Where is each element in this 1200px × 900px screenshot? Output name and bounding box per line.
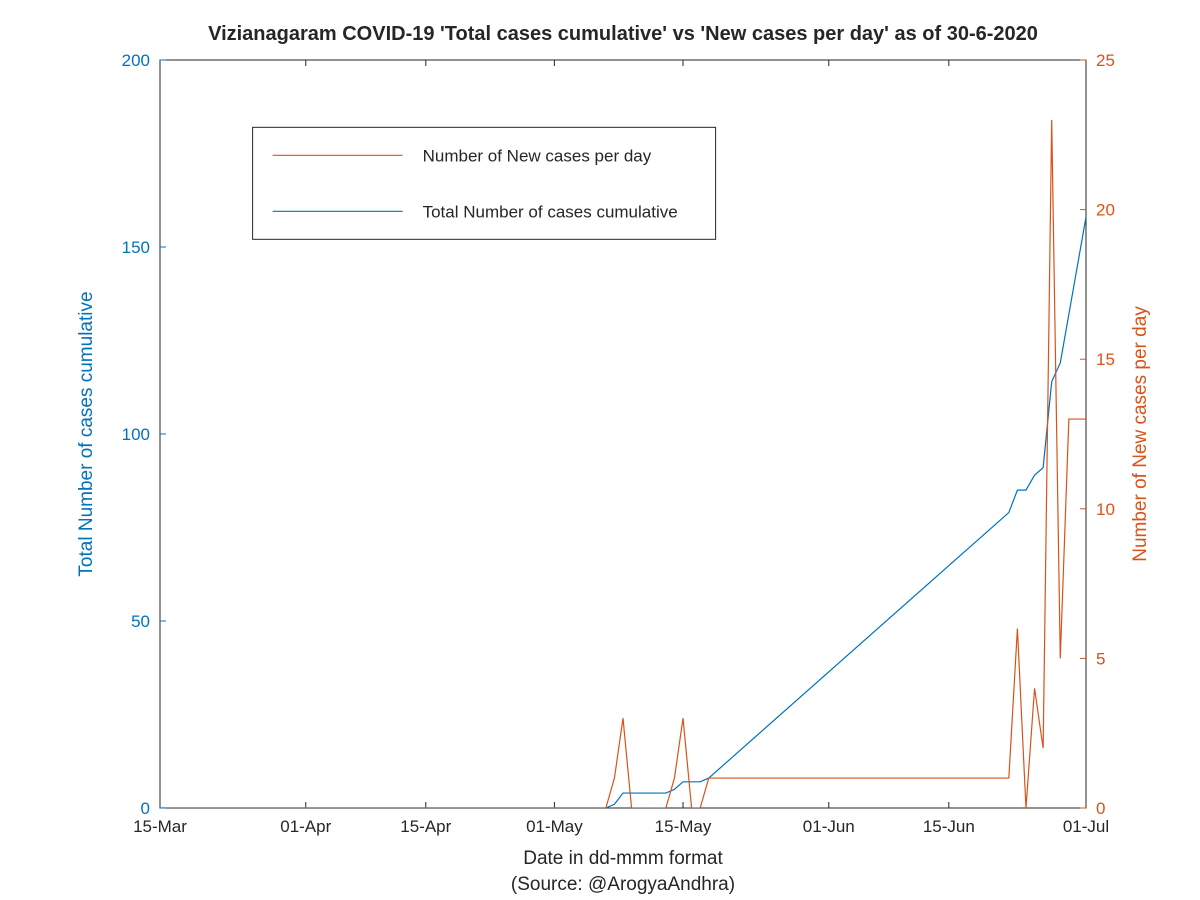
y-left-tick-label: 50	[131, 612, 150, 631]
chart-title: Vizianagaram COVID-19 'Total cases cumul…	[208, 23, 1038, 45]
y-left-tick-label: 200	[122, 51, 150, 70]
x-tick-label: 01-Apr	[280, 817, 331, 836]
legend-item-label: Total Number of cases cumulative	[423, 202, 678, 221]
y-left-tick-label: 150	[122, 238, 150, 257]
x-axis-sublabel: (Source: @ArogyaAndhra)	[511, 874, 735, 895]
y-right-tick-label: 5	[1096, 649, 1105, 668]
x-tick-label: 15-Mar	[133, 817, 187, 836]
y-left-tick-label: 0	[141, 799, 150, 818]
y-right-tick-label: 20	[1096, 201, 1115, 220]
x-tick-label: 01-May	[526, 817, 583, 836]
x-tick-label: 15-Jun	[923, 817, 975, 836]
legend-item-label: Number of New cases per day	[423, 146, 652, 165]
y-left-axis-label: Total Number of cases cumulative	[76, 291, 97, 576]
x-tick-label: 01-Jul	[1063, 817, 1109, 836]
x-tick-label: 01-Jun	[803, 817, 855, 836]
y-right-tick-label: 10	[1096, 500, 1115, 519]
y-right-tick-label: 0	[1096, 799, 1105, 818]
x-axis-label: Date in dd-mmm format	[523, 848, 723, 869]
y-right-tick-label: 15	[1096, 350, 1115, 369]
x-tick-label: 15-May	[655, 817, 712, 836]
y-left-tick-label: 100	[122, 425, 150, 444]
legend: Number of New cases per day Total Number …	[253, 127, 716, 239]
y-right-tick-label: 25	[1096, 51, 1115, 70]
x-tick-label: 15-Apr	[400, 817, 451, 836]
y-right-axis-label: Number of New cases per day	[1130, 306, 1151, 562]
covid-chart: 15-Mar 01-Apr 15-Apr 01-May 15-May 01-Jun 15-J…	[0, 0, 1200, 900]
